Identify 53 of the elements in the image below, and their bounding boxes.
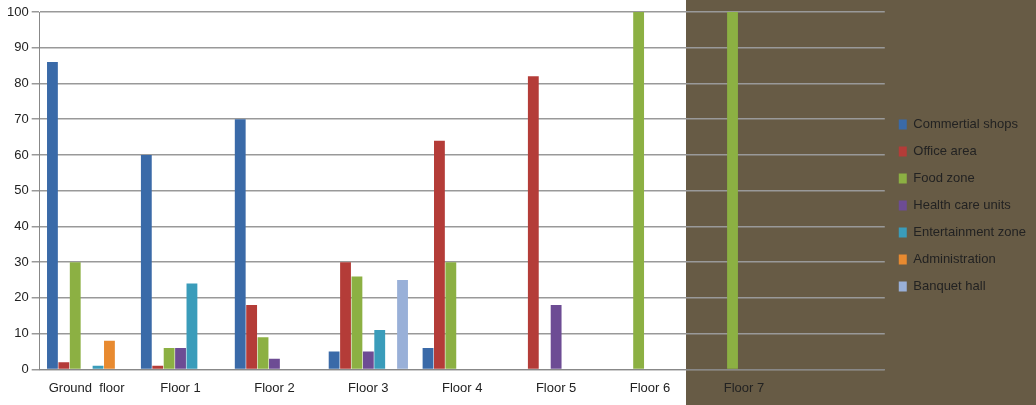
x-tick-label: Floor 5: [535, 379, 577, 395]
bar: [445, 262, 457, 369]
bar: [58, 362, 70, 369]
bar: [527, 76, 539, 369]
legend-label: Office area: [913, 143, 978, 159]
y-tick-label: 40: [14, 218, 29, 234]
bar: [104, 340, 115, 369]
bar: [422, 347, 434, 369]
x-tick-label: Ground floor: [48, 379, 126, 395]
bar: [269, 358, 280, 369]
y-tick-label: 30: [14, 253, 29, 269]
bar: [47, 62, 58, 369]
y-tick-label: 100: [6, 3, 29, 19]
bar: [397, 280, 408, 369]
bar: [186, 283, 198, 369]
legend-label: Entertainment zone: [913, 224, 1026, 240]
legend-label: Administration: [913, 251, 996, 267]
bar: [163, 347, 175, 369]
bar: [234, 119, 246, 369]
x-tick-label: Floor 2: [254, 379, 295, 395]
bar: [69, 262, 81, 369]
bar: [246, 305, 258, 369]
legend-label: Commertial shops: [913, 116, 1019, 132]
bar: [362, 351, 374, 369]
bar: [175, 347, 186, 369]
x-tick-label: Floor 6: [629, 379, 671, 395]
bar: [92, 365, 104, 369]
bar: [633, 12, 645, 369]
bar: [257, 337, 269, 369]
y-tick-label: 50: [14, 182, 29, 198]
x-tick-label: Floor 3: [348, 379, 389, 395]
y-tick-label: 60: [14, 146, 29, 162]
x-tick-label: Floor 4: [441, 379, 483, 395]
x-tick-label: Floor 1: [160, 379, 201, 395]
bar: [351, 276, 363, 369]
y-tick-label: 80: [14, 75, 29, 91]
legend-label: Food zone: [913, 170, 975, 186]
y-tick-label: 70: [14, 110, 29, 126]
bar: [434, 140, 445, 369]
bar: [727, 12, 738, 369]
bar: [550, 305, 562, 369]
y-tick-label: 20: [14, 289, 29, 305]
legend-label: Banquet hall: [913, 278, 986, 294]
y-tick-label: 90: [14, 39, 29, 55]
bar: [374, 330, 386, 369]
bar: [152, 365, 164, 369]
y-tick-label: 10: [14, 325, 29, 341]
bar: [340, 262, 351, 369]
bar: [328, 351, 340, 369]
legend-label: Health care units: [913, 197, 1012, 213]
x-tick-label: Floor 7: [723, 379, 765, 395]
y-tick-label: 0: [21, 360, 29, 376]
bar: [140, 154, 152, 369]
